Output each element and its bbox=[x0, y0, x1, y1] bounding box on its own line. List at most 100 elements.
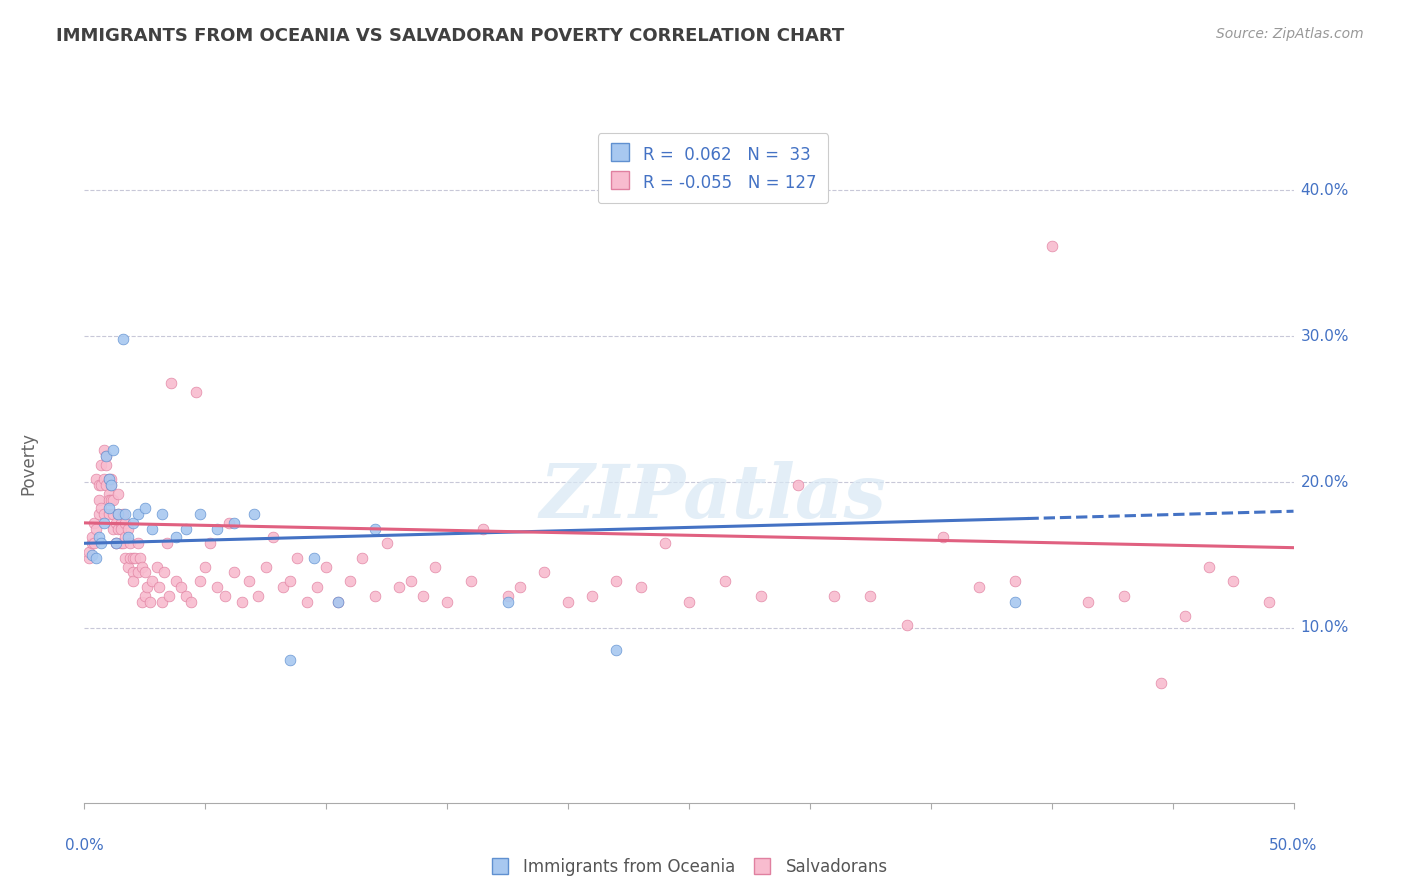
Point bbox=[87, 492, 110, 507]
Point bbox=[104, 536, 127, 550]
Point bbox=[423, 559, 446, 574]
Point bbox=[190, 507, 212, 521]
Point bbox=[112, 332, 135, 346]
Point bbox=[363, 589, 385, 603]
Point bbox=[104, 536, 127, 550]
Point bbox=[83, 536, 105, 550]
Point bbox=[174, 589, 197, 603]
Point bbox=[1004, 594, 1026, 608]
Point bbox=[786, 478, 808, 492]
Point bbox=[124, 550, 146, 565]
Point bbox=[932, 531, 955, 545]
Point bbox=[224, 566, 246, 580]
Point bbox=[165, 531, 187, 545]
Point bbox=[231, 594, 253, 608]
Point bbox=[103, 442, 125, 457]
Point bbox=[97, 492, 120, 507]
Point bbox=[100, 478, 122, 492]
Point bbox=[496, 589, 519, 603]
Point bbox=[86, 550, 108, 565]
Text: 40.0%: 40.0% bbox=[1301, 183, 1348, 198]
Point bbox=[714, 574, 737, 589]
Text: IMMIGRANTS FROM OCEANIA VS SALVADORAN POVERTY CORRELATION CHART: IMMIGRANTS FROM OCEANIA VS SALVADORAN PO… bbox=[56, 27, 845, 45]
Point bbox=[114, 507, 136, 521]
Point bbox=[375, 536, 398, 550]
Point bbox=[107, 487, 129, 501]
Point bbox=[107, 507, 129, 521]
Point bbox=[97, 472, 120, 486]
Point bbox=[328, 594, 350, 608]
Point bbox=[557, 594, 579, 608]
Point bbox=[93, 516, 115, 530]
Point bbox=[1040, 239, 1063, 253]
Point bbox=[94, 449, 117, 463]
Point bbox=[1149, 676, 1171, 690]
Text: 10.0%: 10.0% bbox=[1301, 620, 1348, 635]
Point bbox=[141, 522, 163, 536]
Point bbox=[1258, 594, 1281, 608]
Point bbox=[114, 550, 136, 565]
Point bbox=[1222, 574, 1244, 589]
Point bbox=[97, 501, 120, 516]
Point bbox=[87, 507, 110, 521]
Text: 50.0%: 50.0% bbox=[1270, 838, 1317, 854]
Point bbox=[184, 384, 207, 399]
Point bbox=[134, 566, 156, 580]
Legend: Immigrants from Oceania, Salvadorans: Immigrants from Oceania, Salvadorans bbox=[484, 851, 894, 882]
Point bbox=[967, 580, 990, 594]
Point bbox=[136, 580, 159, 594]
Point bbox=[242, 507, 264, 521]
Point bbox=[93, 442, 115, 457]
Point bbox=[153, 566, 176, 580]
Point bbox=[80, 548, 103, 562]
Point bbox=[121, 550, 143, 565]
Point bbox=[302, 550, 325, 565]
Point bbox=[496, 594, 519, 608]
Point bbox=[134, 501, 156, 516]
Point bbox=[93, 507, 115, 521]
Point bbox=[110, 522, 132, 536]
Point bbox=[509, 580, 531, 594]
Point bbox=[271, 580, 294, 594]
Point bbox=[1114, 589, 1136, 603]
Point bbox=[87, 478, 110, 492]
Point bbox=[90, 501, 112, 516]
Point bbox=[1198, 559, 1220, 574]
Point bbox=[93, 472, 115, 486]
Point bbox=[86, 522, 108, 536]
Point bbox=[896, 618, 918, 632]
Point bbox=[605, 642, 627, 657]
Point bbox=[90, 458, 112, 472]
Point bbox=[1077, 594, 1099, 608]
Point bbox=[1174, 609, 1197, 624]
Point bbox=[100, 478, 122, 492]
Point bbox=[87, 531, 110, 545]
Point bbox=[160, 376, 183, 390]
Point bbox=[305, 580, 328, 594]
Point bbox=[198, 536, 221, 550]
Point bbox=[112, 507, 135, 521]
Point bbox=[581, 589, 603, 603]
Point bbox=[141, 574, 163, 589]
Point bbox=[120, 536, 142, 550]
Point bbox=[388, 580, 411, 594]
Point bbox=[148, 580, 170, 594]
Point bbox=[107, 522, 129, 536]
Point bbox=[174, 522, 197, 536]
Point bbox=[472, 522, 495, 536]
Text: Source: ZipAtlas.com: Source: ZipAtlas.com bbox=[1216, 27, 1364, 41]
Point bbox=[121, 566, 143, 580]
Point bbox=[77, 545, 100, 559]
Point bbox=[134, 589, 156, 603]
Point bbox=[1004, 574, 1026, 589]
Point bbox=[80, 531, 103, 545]
Point bbox=[751, 589, 773, 603]
Point bbox=[103, 492, 125, 507]
Point bbox=[247, 589, 270, 603]
Point bbox=[165, 574, 187, 589]
Point bbox=[80, 536, 103, 550]
Point bbox=[97, 487, 120, 501]
Point bbox=[859, 589, 882, 603]
Point bbox=[94, 449, 117, 463]
Point bbox=[107, 507, 129, 521]
